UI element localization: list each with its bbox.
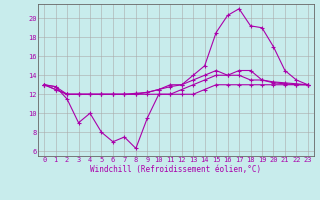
X-axis label: Windchill (Refroidissement éolien,°C): Windchill (Refroidissement éolien,°C) — [91, 165, 261, 174]
